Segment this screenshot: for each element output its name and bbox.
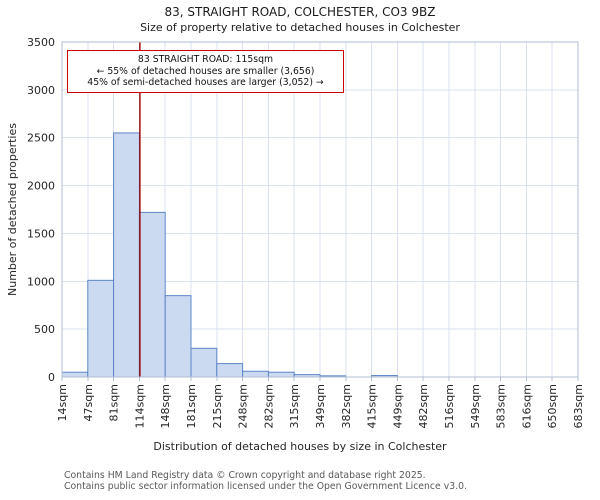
y-tick-label: 1000 (27, 275, 55, 288)
x-tick-label: 415sqm (366, 384, 379, 428)
y-tick-label: 0 (48, 371, 55, 384)
x-tick-label: 181sqm (185, 384, 198, 428)
histogram-bar (164, 295, 192, 378)
x-tick-label: 650sqm (546, 384, 559, 428)
x-tick-label: 282sqm (262, 384, 275, 428)
x-tick-label: 516sqm (443, 384, 456, 428)
x-axis-label: Distribution of detached houses by size … (153, 440, 447, 453)
histogram-bar (113, 132, 140, 378)
x-tick-label: 114sqm (133, 384, 146, 428)
chart-subtitle: Size of property relative to detached ho… (140, 21, 460, 34)
x-tick-label: 482sqm (417, 384, 430, 428)
histogram-bar (216, 363, 244, 378)
y-tick-label: 2500 (27, 132, 55, 145)
annotation-property-line: 83 STRAIGHT ROAD: 115sqm (137, 54, 274, 65)
x-tick-label: 14sqm (56, 384, 69, 421)
annotation-larger-line: 45% of semi-detached houses are larger (… (87, 77, 324, 88)
footer-attribution-ogl: Contains public sector information licen… (64, 481, 467, 492)
footer-attribution-hm-land-registry: Contains HM Land Registry data © Crown c… (64, 470, 426, 481)
x-tick-label: 248sqm (237, 384, 250, 428)
x-tick-label: 215sqm (211, 384, 224, 428)
chart-title: 83, STRAIGHT ROAD, COLCHESTER, CO3 9BZ (164, 5, 436, 19)
x-tick-label: 81sqm (108, 384, 121, 421)
x-tick-label: 616sqm (520, 384, 533, 428)
y-tick-label: 500 (34, 323, 55, 336)
histogram-bar (87, 279, 115, 378)
x-tick-label: 349sqm (314, 384, 327, 428)
x-tick-label: 683sqm (572, 384, 585, 428)
histogram-bar (267, 371, 295, 378)
y-tick-label: 3000 (27, 84, 55, 97)
x-tick-label: 148sqm (159, 384, 172, 428)
plot-border (61, 41, 579, 378)
y-tick-label: 2000 (27, 180, 55, 193)
histogram-bar (242, 370, 269, 378)
x-tick-label: 382sqm (340, 384, 353, 428)
annotation-smaller-line: ← 55% of detached houses are smaller (3,… (96, 65, 315, 77)
histogram-bar (61, 371, 89, 378)
x-tick-label: 315sqm (288, 384, 301, 428)
histogram-bar (190, 347, 218, 378)
x-tick-label: 549sqm (469, 384, 482, 428)
x-tick-label: 583sqm (495, 384, 508, 428)
histogram-bar (138, 211, 166, 378)
y-tick-label: 1500 (27, 227, 55, 240)
x-tick-label: 449sqm (391, 384, 404, 428)
marker-annotation-box: 83 STRAIGHT ROAD: 115sqm ← 55% of detach… (67, 50, 344, 93)
x-tick-label: 47sqm (82, 384, 95, 421)
y-tick-label: 3500 (27, 36, 55, 49)
